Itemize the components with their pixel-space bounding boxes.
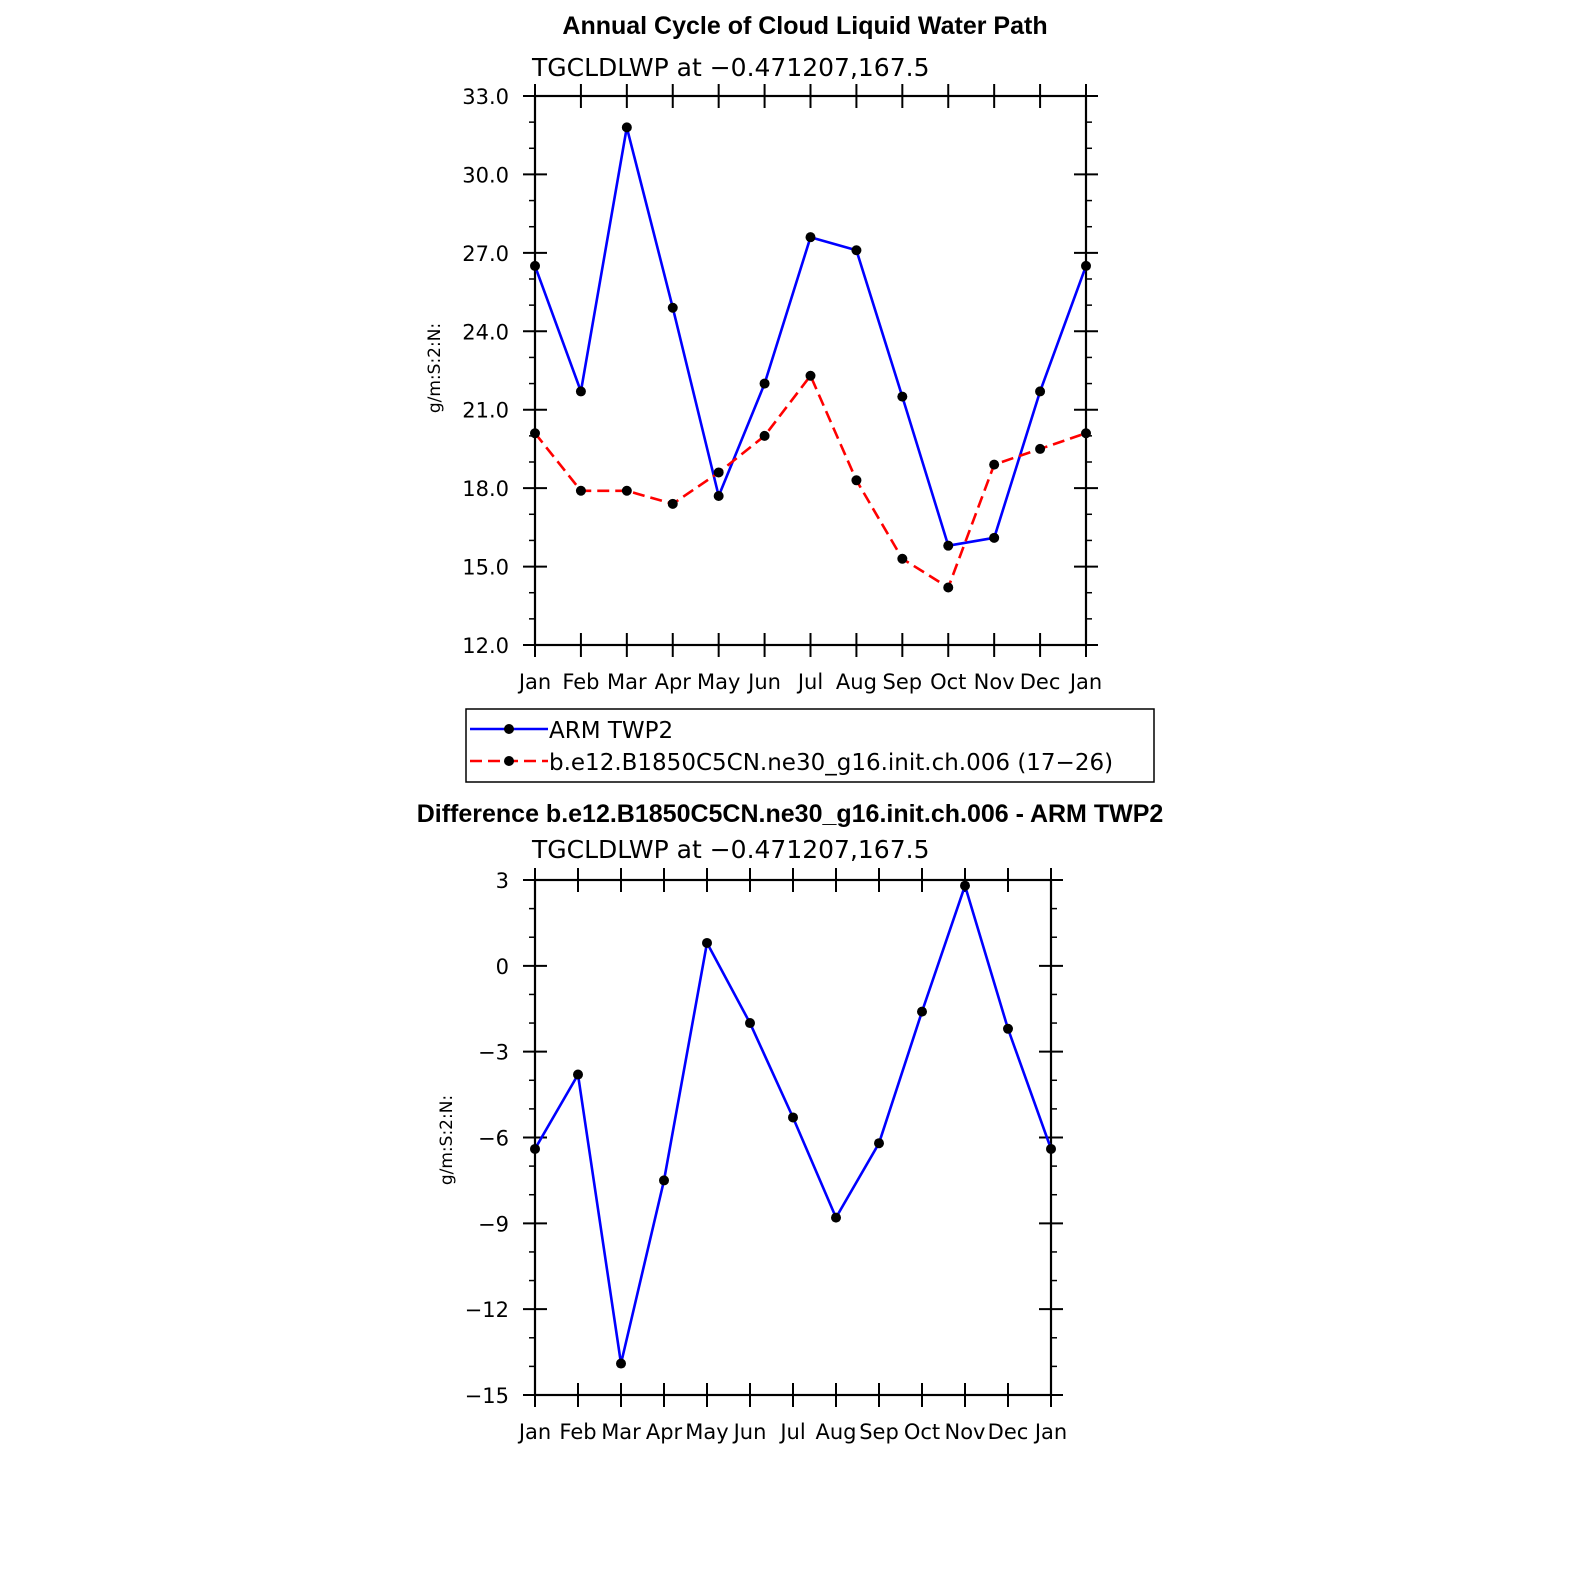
difference-series-0-point	[917, 1006, 927, 1017]
difference-series-0-point	[530, 1143, 540, 1154]
annual-cycle-subtitle: TGCLDLWP at −0.471207,167.5	[531, 53, 929, 82]
difference-x-tick-label: Sep	[859, 1420, 899, 1444]
annual-cycle-y-tick-label: 24.0	[462, 320, 509, 344]
annual-cycle-series-1-point	[1035, 443, 1046, 454]
annual-cycle-series-0-point	[621, 122, 632, 133]
difference-series-0-point	[616, 1358, 626, 1369]
difference-x-tick-label: Dec	[988, 1420, 1029, 1444]
difference-x-tick-label: Mar	[601, 1420, 641, 1444]
annual-cycle-y-tick-label: 33.0	[462, 85, 509, 109]
annual-cycle-x-tick-label: Apr	[655, 670, 692, 694]
difference-series-0-point	[659, 1175, 669, 1186]
difference-y-tick-label: −15	[465, 1384, 509, 1408]
annual-cycle-series-0-point	[530, 260, 540, 271]
difference-series-0-point	[1046, 1143, 1056, 1154]
difference-series-0-point	[1003, 1023, 1013, 1034]
annual-cycle-x-tick-label: Feb	[562, 670, 599, 694]
annual-cycle-series-0-point	[667, 302, 678, 313]
annual-cycle-x-tick-label: Jun	[746, 670, 781, 694]
difference-plot-frame	[533, 878, 1053, 1397]
annual-cycle-y-tick-label: 18.0	[462, 477, 509, 501]
annual-cycle-series-0-line	[533, 126, 1088, 548]
annual-cycle-series-1-point	[897, 553, 908, 564]
annual-cycle-x-tick-label: Nov	[974, 670, 1015, 694]
difference-series-0-point	[874, 1138, 884, 1149]
annual-cycle-series-0-point	[897, 391, 908, 402]
annual-cycle-series-1-point	[805, 370, 816, 381]
annual-cycle-series-1-point	[1081, 428, 1091, 439]
annual-cycle-y-tick-label: 15.0	[462, 556, 509, 580]
annual-cycle-y-tick-label: 27.0	[462, 242, 509, 266]
annual-cycle-series-0-point	[851, 245, 862, 256]
annual-cycle-y-tick-label: 12.0	[462, 634, 509, 658]
annual-cycle-series-1-point	[851, 475, 862, 486]
annual-cycle-x-tick-label: Aug	[836, 670, 877, 694]
annual-cycle-series-1-point	[989, 459, 1000, 470]
difference-x-tick-label: Jul	[778, 1420, 805, 1444]
annual-cycle-x-tick-label: Jan	[1068, 670, 1102, 694]
annual-cycle-series-0-point	[713, 490, 724, 501]
difference-subtitle: TGCLDLWP at −0.471207,167.5	[531, 835, 929, 864]
difference-y-tick-label: −12	[465, 1298, 509, 1322]
difference-series-0-point	[831, 1212, 841, 1223]
difference-series-0-line	[533, 884, 1053, 1365]
difference-y-tick-label: 3	[496, 869, 509, 893]
difference-title: Difference b.e12.B1850C5CN.ne30_g16.init…	[417, 800, 1164, 828]
difference-x-tick-label: May	[685, 1420, 728, 1444]
difference-series-0-point	[960, 880, 970, 891]
difference-series-0-point	[745, 1018, 755, 1029]
annual-cycle-series-1-line	[533, 374, 1087, 589]
legend-label-arm-twp2: ARM TWP2	[549, 718, 673, 744]
annual-cycle-title: Annual Cycle of Cloud Liquid Water Path	[562, 12, 1047, 40]
difference-panel: Difference b.e12.B1850C5CN.ne30_g16.init…	[417, 800, 1164, 1444]
annual-cycle-series-0-point	[805, 232, 816, 243]
difference-y-axis-label: g/m:S:2:N:	[437, 1095, 457, 1185]
difference-series-0-point	[573, 1069, 583, 1080]
annual-cycle-series-1-point	[943, 582, 954, 593]
annual-cycle-y-tick-label: 21.0	[462, 399, 509, 423]
difference-x-tick-label: Aug	[815, 1420, 856, 1444]
difference-x-tick-label: Jun	[732, 1420, 767, 1444]
annual-cycle-x-tick-label: May	[697, 670, 740, 694]
difference-series-0-point	[788, 1112, 798, 1123]
annual-cycle-series-1-point	[530, 428, 540, 439]
difference-y-tick-label: −6	[478, 1127, 509, 1151]
difference-y-tick-label: −3	[478, 1041, 509, 1065]
difference-x-tick-label: Oct	[904, 1420, 940, 1444]
annual-cycle-series-0-point	[1081, 260, 1091, 271]
annual-cycle-y-tick-label: 30.0	[462, 163, 509, 187]
annual-cycle-series-1-point	[621, 485, 632, 496]
annual-cycle-x-tick-label: Oct	[930, 670, 966, 694]
annual-cycle-series-1-point	[575, 485, 586, 496]
annual-cycle-series-0-point	[575, 386, 586, 397]
annual-cycle-series-0-point	[1035, 386, 1046, 397]
annual-cycle-series-1-point	[667, 498, 678, 509]
annual-cycle-series-1-point	[759, 430, 770, 441]
annual-cycle-series-1-point	[713, 467, 724, 478]
legend-marker-model	[504, 756, 514, 766]
annual-cycle-x-tick-label: Dec	[1020, 670, 1061, 694]
annual-cycle-series-0-point	[943, 540, 954, 551]
annual-cycle-x-tick-label: Sep	[883, 670, 923, 694]
difference-x-tick-label: Jan	[517, 1420, 551, 1444]
annual-cycle-series-0-point	[989, 532, 1000, 543]
difference-x-tick-label: Nov	[945, 1420, 986, 1444]
difference-y-tick-label: −9	[478, 1212, 509, 1236]
legend: ARM TWP2 b.e12.B1850C5CN.ne30_g16.init.c…	[465, 708, 1155, 783]
difference-x-tick-label: Apr	[646, 1420, 683, 1444]
difference-x-tick-label: Jan	[1033, 1420, 1067, 1444]
difference-x-tick-label: Feb	[559, 1420, 596, 1444]
legend-label-model: b.e12.B1850C5CN.ne30_g16.init.ch.006 (17…	[549, 750, 1113, 776]
legend-box	[465, 708, 1155, 783]
legend-marker-arm-twp2	[504, 724, 514, 734]
annual-cycle-series-0-point	[759, 378, 770, 389]
annual-cycle-x-tick-label: Mar	[607, 670, 647, 694]
annual-cycle-x-tick-label: Jan	[517, 670, 551, 694]
annual-cycle-x-tick-label: Jul	[796, 670, 823, 694]
difference-y-tick-label: 0	[496, 955, 509, 979]
annual-cycle-panel: Annual Cycle of Cloud Liquid Water Path …	[425, 12, 1102, 694]
annual-cycle-y-axis-label: g/m:S:2:N:	[425, 323, 445, 413]
difference-series-0-point	[702, 937, 712, 948]
